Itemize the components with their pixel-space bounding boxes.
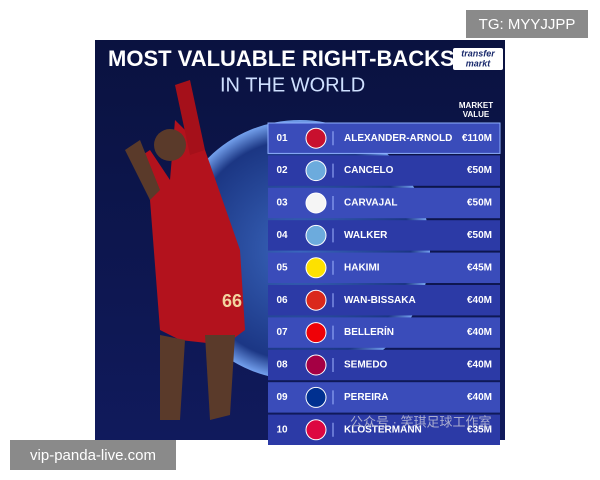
rank: 10 xyxy=(276,424,288,435)
market-value: €45M xyxy=(467,262,492,273)
rank: 02 xyxy=(276,165,288,176)
subtitle: IN THE WORLD xyxy=(220,74,365,96)
rank: 09 xyxy=(276,392,288,403)
player-name: CARVAJAL xyxy=(344,198,398,209)
logo-box xyxy=(453,48,503,70)
top-watermark: TG: MYYJJPP xyxy=(466,10,588,38)
market-value: €50M xyxy=(467,165,492,176)
player-name: SEMEDO xyxy=(344,360,388,371)
column-label: MARKET xyxy=(459,101,493,110)
rank: 08 xyxy=(276,360,288,371)
column-label: VALUE xyxy=(463,110,490,119)
club-badge xyxy=(305,160,327,182)
market-value: €50M xyxy=(467,198,492,209)
market-value: €40M xyxy=(467,360,492,371)
club-badge xyxy=(305,224,327,246)
market-value: €35M xyxy=(467,424,492,435)
logo-text: markt xyxy=(466,58,492,68)
player-name: KLOSTERMANN xyxy=(344,424,422,435)
market-value: €40M xyxy=(467,327,492,338)
club-badge xyxy=(305,322,327,344)
player-name: WAN-BISSAKA xyxy=(344,295,416,306)
overlay-watermark: 公众号 · 笑琪足球工作室 xyxy=(350,414,492,429)
logo-text: transfer xyxy=(461,48,495,58)
club-badge xyxy=(305,127,327,149)
player-name: PEREIRA xyxy=(344,392,388,403)
club-badge xyxy=(305,257,327,279)
row-background xyxy=(268,252,500,283)
club-badge xyxy=(305,419,327,441)
rank: 07 xyxy=(276,327,288,338)
player-name: BELLERÍN xyxy=(344,325,394,338)
rank: 04 xyxy=(276,230,288,241)
player-name: ALEXANDER-ARNOLD xyxy=(344,133,452,144)
shirt-number: 66 xyxy=(222,291,242,311)
club-badge xyxy=(305,192,327,214)
market-value: €50M xyxy=(467,230,492,241)
player-name: CANCELO xyxy=(344,165,394,176)
player-name: HAKIMI xyxy=(344,262,380,273)
rank: 01 xyxy=(276,133,288,144)
club-badge xyxy=(305,354,327,376)
market-value: €40M xyxy=(467,295,492,306)
rank: 05 xyxy=(276,262,288,273)
rank: 03 xyxy=(276,198,288,209)
market-value: €110M xyxy=(462,133,492,144)
title: MOST VALUABLE RIGHT-BACKS xyxy=(108,46,455,71)
club-badge xyxy=(305,386,327,408)
market-value: €40M xyxy=(467,392,492,403)
bottom-watermark: vip-panda-live.com xyxy=(10,440,176,470)
player: 66 xyxy=(125,80,245,420)
player-name: WALKER xyxy=(344,230,388,241)
rank: 06 xyxy=(276,295,288,306)
club-badge xyxy=(305,289,327,311)
